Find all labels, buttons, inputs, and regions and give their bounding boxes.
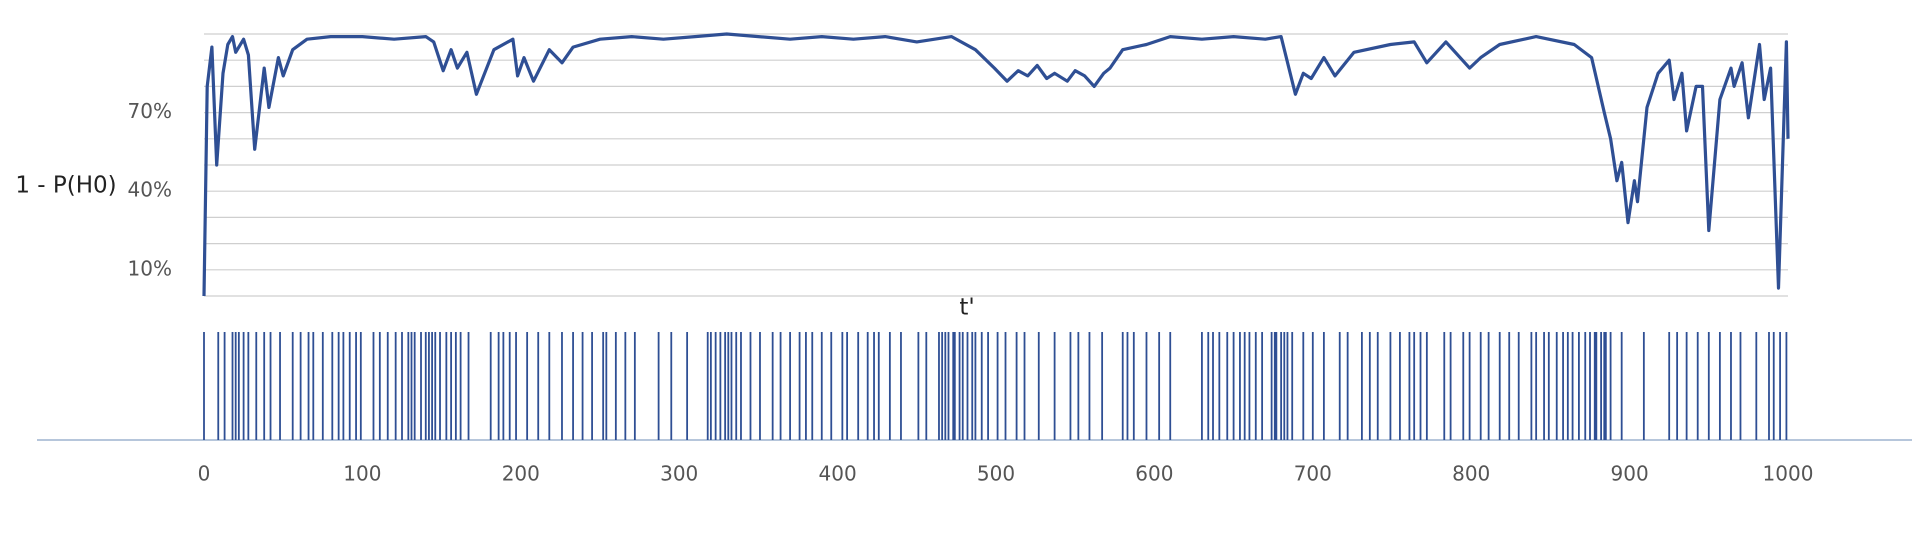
x-tick-label: 1000 — [1763, 462, 1814, 486]
x-tick-label: 200 — [502, 462, 540, 486]
y-axis-label: 1 - P(H0) — [15, 173, 116, 199]
x-tick-label: 500 — [977, 462, 1015, 486]
x-tick-label: 0 — [198, 462, 211, 486]
x-tick-label: 300 — [660, 462, 698, 486]
x-tick-label: 600 — [1135, 462, 1173, 486]
x-tick-label: 700 — [1294, 462, 1332, 486]
y-tick-label: 70% — [128, 99, 172, 123]
line — [202, 32, 1790, 297]
x-tick-label: 400 — [819, 462, 857, 486]
y-tick-label: 40% — [128, 178, 172, 202]
x-tick-label: 100 — [343, 462, 381, 486]
x-tick-label: 900 — [1611, 462, 1649, 486]
x-tick-label: 800 — [1452, 462, 1490, 486]
y-tick-label: 10% — [128, 256, 172, 280]
x-axis-label: t' — [959, 295, 974, 321]
